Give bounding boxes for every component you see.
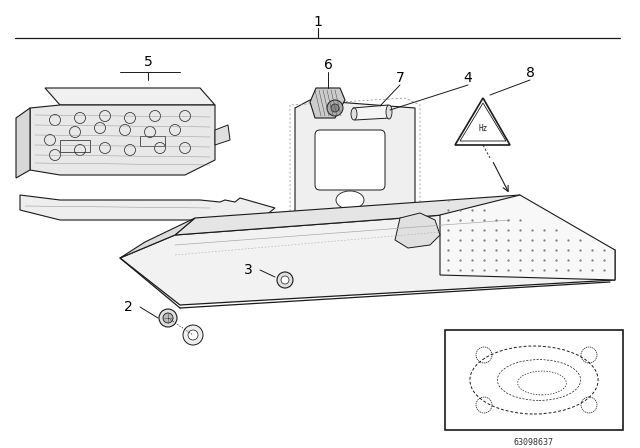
Text: 3: 3 [244, 263, 252, 277]
Polygon shape [30, 105, 215, 175]
Ellipse shape [386, 105, 392, 119]
Text: Hz: Hz [478, 124, 488, 133]
Polygon shape [16, 108, 30, 178]
Polygon shape [215, 125, 230, 145]
Polygon shape [353, 105, 390, 120]
Circle shape [327, 100, 343, 116]
Polygon shape [310, 88, 345, 118]
Circle shape [159, 309, 177, 327]
Text: 63098637: 63098637 [514, 438, 554, 447]
Bar [445, 330, 623, 430]
Circle shape [281, 276, 289, 284]
Text: 5: 5 [143, 55, 152, 69]
Ellipse shape [351, 108, 357, 120]
Polygon shape [175, 195, 520, 235]
FancyBboxPatch shape [315, 130, 385, 190]
Circle shape [277, 272, 293, 288]
Text: 7: 7 [396, 71, 404, 85]
Text: 8: 8 [525, 66, 534, 80]
Text: 2: 2 [124, 300, 132, 314]
Polygon shape [120, 210, 615, 305]
Bar [140, 136, 165, 146]
Bar [60, 140, 90, 152]
Polygon shape [45, 88, 215, 105]
Circle shape [188, 330, 198, 340]
Circle shape [163, 313, 173, 323]
Polygon shape [295, 100, 415, 232]
Polygon shape [440, 195, 615, 280]
Text: 6: 6 [324, 58, 332, 72]
Circle shape [331, 104, 339, 112]
Polygon shape [20, 195, 275, 220]
Text: 1: 1 [314, 15, 323, 29]
Polygon shape [120, 218, 195, 258]
Ellipse shape [336, 191, 364, 209]
Polygon shape [395, 213, 440, 248]
Text: 4: 4 [463, 71, 472, 85]
Circle shape [183, 325, 203, 345]
